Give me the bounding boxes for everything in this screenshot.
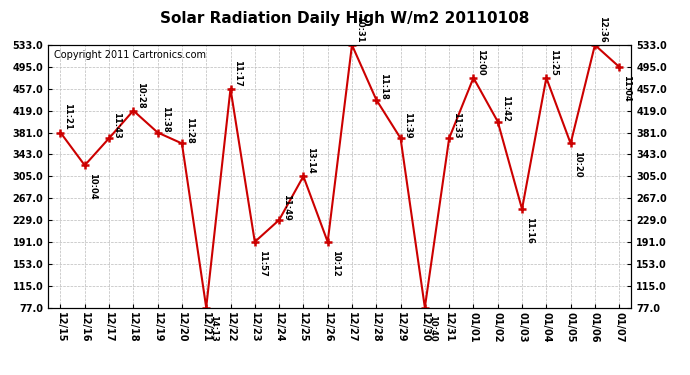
Text: 10:12: 10:12 bbox=[331, 249, 339, 276]
Text: 11:18: 11:18 bbox=[380, 73, 388, 100]
Text: 11:33: 11:33 bbox=[452, 112, 461, 138]
Text: Solar Radiation Daily High W/m2 20110108: Solar Radiation Daily High W/m2 20110108 bbox=[160, 11, 530, 26]
Text: 10:40: 10:40 bbox=[428, 315, 437, 342]
Text: 10:31: 10:31 bbox=[355, 16, 364, 43]
Text: 13:14: 13:14 bbox=[306, 147, 315, 174]
Text: 11:25: 11:25 bbox=[549, 49, 558, 75]
Text: 11:49: 11:49 bbox=[282, 194, 291, 220]
Text: 11:21: 11:21 bbox=[63, 104, 72, 130]
Text: 11:38: 11:38 bbox=[161, 106, 170, 133]
Text: 11:17: 11:17 bbox=[233, 60, 242, 86]
Text: 10:04: 10:04 bbox=[88, 173, 97, 200]
Text: 11:43: 11:43 bbox=[112, 112, 121, 138]
Text: 10:28: 10:28 bbox=[136, 82, 145, 108]
Text: 11:42: 11:42 bbox=[501, 95, 510, 122]
Text: 11:57: 11:57 bbox=[257, 249, 267, 276]
Text: 14:13: 14:13 bbox=[209, 315, 218, 342]
Text: Copyright 2011 Cartronics.com: Copyright 2011 Cartronics.com bbox=[54, 50, 206, 60]
Text: 11:04: 11:04 bbox=[622, 75, 631, 101]
Text: 12:36: 12:36 bbox=[598, 16, 607, 43]
Text: 12:00: 12:00 bbox=[476, 49, 485, 75]
Text: 11:16: 11:16 bbox=[525, 217, 534, 243]
Text: 11:28: 11:28 bbox=[185, 117, 194, 144]
Text: 10:20: 10:20 bbox=[573, 151, 582, 178]
Text: 11:39: 11:39 bbox=[404, 112, 413, 138]
